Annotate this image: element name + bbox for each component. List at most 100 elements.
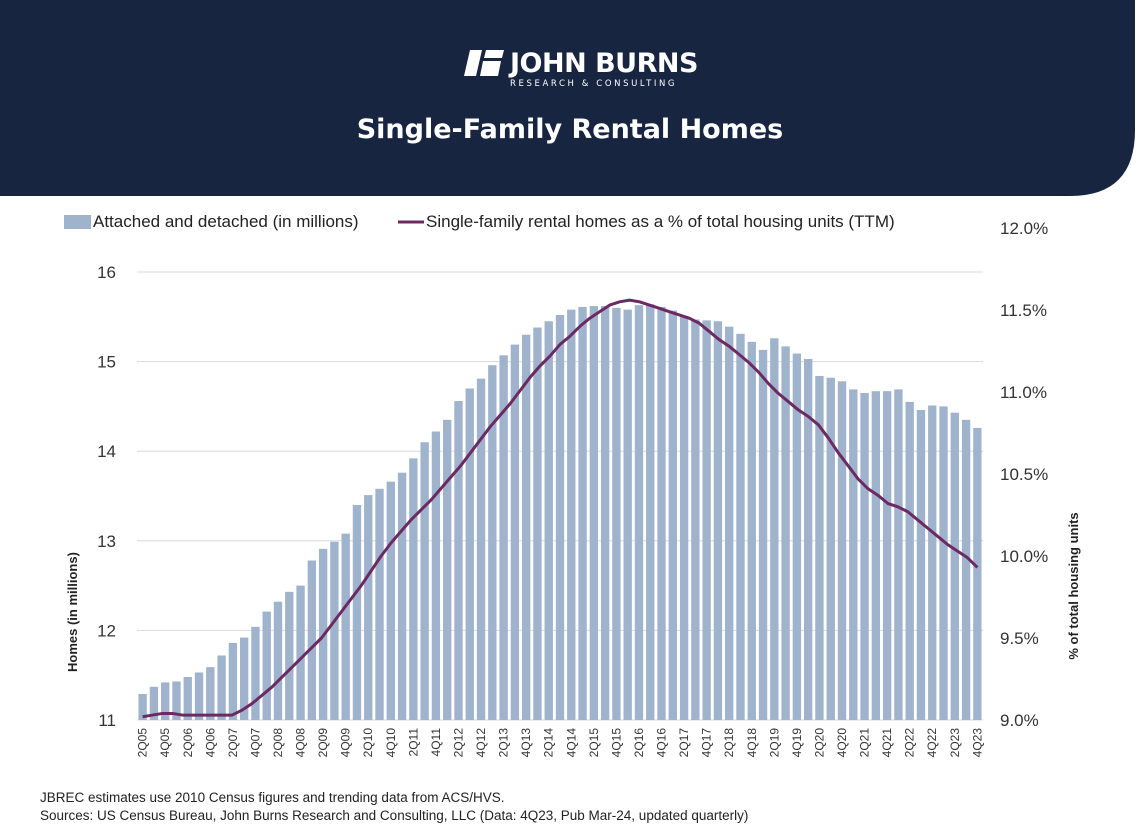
sources-note: Sources: US Census Bureau, John Burns Re… [40, 808, 749, 823]
x-tick-label: 2Q20 [812, 728, 826, 758]
x-tick-label: 2Q21 [858, 728, 872, 758]
bar [307, 560, 317, 720]
x-tick-label: 4Q18 [745, 728, 759, 758]
bar [623, 309, 632, 720]
brand-subtitle: RESEARCH & CONSULTING [510, 79, 678, 89]
bar [149, 686, 159, 720]
bar [431, 431, 441, 720]
bar-series [138, 304, 982, 720]
y-tick-label: 15 [97, 353, 116, 372]
bar [465, 388, 474, 720]
bar [815, 375, 824, 720]
bar [510, 344, 520, 720]
logo-mark-icon [464, 50, 504, 76]
x-tick-label: 2Q14 [542, 728, 556, 758]
bar [251, 626, 260, 720]
x-tick-label: 4Q07 [248, 728, 262, 758]
y2-tick-label: 10.0% [1000, 547, 1048, 566]
y2-axis-label: % of total housing units [1066, 512, 1081, 659]
bar [239, 637, 249, 720]
y2-tick-label: 12.0% [1000, 219, 1048, 238]
y-tick-label: 13 [97, 532, 116, 551]
bar [578, 306, 587, 720]
bar [668, 310, 677, 720]
bar [544, 321, 553, 720]
x-tick-label: 2Q12 [451, 728, 465, 758]
x-tick-label: 2Q10 [361, 728, 375, 758]
x-tick-label: 4Q09 [339, 728, 353, 758]
x-tick-label: 2Q08 [271, 728, 285, 758]
y-tick-label: 12 [97, 621, 116, 640]
bar [443, 419, 452, 720]
legend-swatch-bars [64, 215, 91, 229]
header-banner: JOHN BURNS RESEARCH & CONSULTING Single-… [0, 0, 1140, 196]
bar [420, 442, 429, 720]
bar [206, 667, 215, 720]
bar [555, 315, 565, 720]
bar [758, 349, 768, 720]
bar [657, 306, 666, 720]
bar [905, 401, 914, 720]
bar [183, 676, 192, 720]
bar [521, 334, 531, 720]
bar [533, 327, 542, 720]
bar [194, 672, 204, 720]
y-tick-label: 14 [97, 442, 116, 461]
x-tick-label: 2Q13 [497, 728, 511, 758]
x-tick-label: 4Q22 [925, 728, 939, 758]
bar [826, 377, 835, 720]
x-tick-label: 4Q05 [158, 728, 172, 758]
right-axis-ticks: 9.0% 9.5% 10.0% 10.5% 11.0% 11.5% 12.0% [1000, 219, 1048, 730]
x-tick-label: 2Q09 [316, 728, 330, 758]
x-tick-label: 4Q16 [655, 728, 669, 758]
x-tick-label: 4Q10 [384, 728, 398, 758]
header-background [0, 0, 1135, 196]
bar [646, 304, 655, 720]
bar [713, 321, 723, 720]
bar [273, 601, 283, 720]
bar [330, 541, 339, 720]
y2-tick-label: 11.0% [1000, 383, 1047, 402]
x-tick-label: 2Q23 [948, 728, 962, 758]
bar [882, 391, 892, 720]
brand-name: JOHN BURNS [510, 48, 698, 79]
bar [928, 405, 937, 720]
x-tick-label: 2Q22 [903, 728, 917, 758]
x-tick-label: 4Q08 [294, 728, 308, 758]
page-title: Single-Family Rental Homes [356, 114, 784, 145]
bar [679, 315, 689, 720]
x-tick-label: 4Q12 [474, 728, 488, 758]
y2-tick-label: 11.5% [1000, 301, 1047, 320]
left-axis-ticks: 11 12 13 14 15 16 [97, 263, 116, 730]
pct-line [142, 298, 979, 719]
line-series [142, 298, 979, 719]
bar [600, 306, 610, 720]
bar [792, 353, 802, 720]
bar [939, 406, 948, 720]
x-tick-label: 4Q06 [203, 728, 217, 758]
bar [499, 355, 508, 720]
bar [961, 419, 971, 720]
bar [386, 481, 395, 720]
bar [488, 365, 497, 720]
bar [747, 341, 756, 720]
bar [860, 392, 869, 720]
bar [849, 389, 858, 720]
x-tick-label: 2Q17 [677, 728, 691, 758]
footnote: JBREC estimates use 2010 Census figures … [40, 790, 505, 805]
bar [736, 333, 745, 720]
x-tick-label: 4Q19 [790, 728, 804, 758]
x-tick-label: 2Q16 [632, 728, 646, 758]
sfr-chart: Attached and detached (in millions) Sing… [64, 212, 1081, 758]
brand-logo: JOHN BURNS RESEARCH & CONSULTING [464, 48, 724, 94]
chart-legend: Attached and detached (in millions) Sing… [64, 212, 895, 231]
bar [375, 488, 384, 720]
x-tick-label: 4Q13 [519, 728, 533, 758]
bar [138, 694, 147, 720]
bar [837, 381, 847, 720]
x-tick-label: 2Q15 [587, 728, 601, 758]
x-tick-label: 4Q21 [880, 728, 894, 758]
legend-label-bars: Attached and detached (in millions) [93, 212, 359, 231]
bar [691, 319, 700, 720]
bar [476, 378, 486, 720]
